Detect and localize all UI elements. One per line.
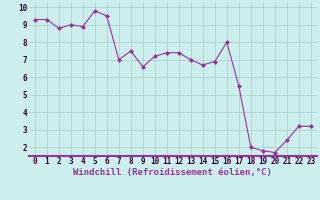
- X-axis label: Windchill (Refroidissement éolien,°C): Windchill (Refroidissement éolien,°C): [73, 168, 272, 177]
